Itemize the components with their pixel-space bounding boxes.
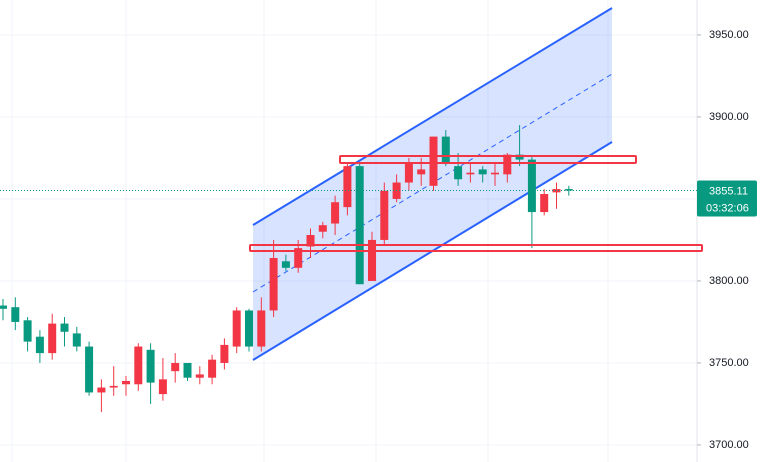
candle-body	[183, 362, 192, 378]
candle-body	[35, 336, 44, 354]
y-tick-label: 3950.00	[709, 29, 749, 41]
last-price-label: 3855.11	[709, 185, 748, 197]
candle-body	[158, 379, 167, 395]
candle-body	[171, 362, 180, 372]
candle-body	[527, 159, 536, 213]
candle-body	[454, 166, 463, 180]
candle-body	[109, 385, 118, 388]
candle-body	[404, 162, 413, 183]
candle-body	[60, 323, 69, 332]
candle-body	[220, 344, 229, 363]
candle-body	[331, 202, 340, 224]
candle-body	[417, 169, 426, 175]
candle-body	[294, 248, 303, 268]
axis-labels: 3700.003750.003800.003850.003900.003950.…	[0, 29, 757, 451]
grid	[0, 0, 697, 462]
candle-body	[208, 359, 217, 378]
candle-body	[466, 172, 475, 175]
candle-body	[552, 189, 561, 193]
candle-body	[478, 169, 487, 175]
resistance-box[interactable]	[339, 155, 637, 164]
candle-body	[503, 154, 512, 175]
candle-body	[441, 136, 450, 163]
candle-body	[11, 307, 20, 322]
candle-body	[269, 257, 278, 311]
candle-body	[380, 190, 389, 240]
y-tick-label: 3800.00	[709, 275, 749, 287]
candle-body	[0, 305, 7, 309]
candle-body	[245, 310, 253, 347]
candle-body	[491, 172, 499, 175]
last-price-box	[697, 180, 757, 217]
candle-body	[97, 387, 106, 393]
candle-body	[146, 349, 155, 383]
candle-body	[281, 261, 290, 268]
candle-body	[48, 323, 57, 354]
candle-body	[318, 225, 327, 232]
channel-upper	[252, 7, 613, 226]
y-tick-label: 3750.00	[709, 357, 749, 369]
candle-body	[429, 136, 438, 186]
candle-body	[540, 194, 549, 213]
candle-body	[232, 310, 241, 347]
candle-body	[85, 346, 94, 393]
candle-body	[23, 320, 32, 342]
y-tick-label: 3700.00	[709, 439, 749, 451]
candle-body	[134, 346, 143, 385]
candle-body	[257, 310, 266, 347]
candle-body	[122, 380, 130, 385]
candle-body	[343, 166, 352, 208]
support-box[interactable]	[249, 244, 703, 252]
candle-body	[195, 374, 204, 378]
candle-body	[306, 235, 315, 247]
candle-body	[515, 154, 524, 160]
candle-body	[355, 166, 364, 285]
candle-body	[368, 239, 376, 281]
y-tick-label: 3900.00	[709, 111, 749, 123]
price-axis-bg	[697, 0, 763, 462]
countdown-label: 03:32:06	[706, 202, 749, 214]
candle-body	[72, 333, 81, 347]
candle-body	[564, 189, 573, 191]
